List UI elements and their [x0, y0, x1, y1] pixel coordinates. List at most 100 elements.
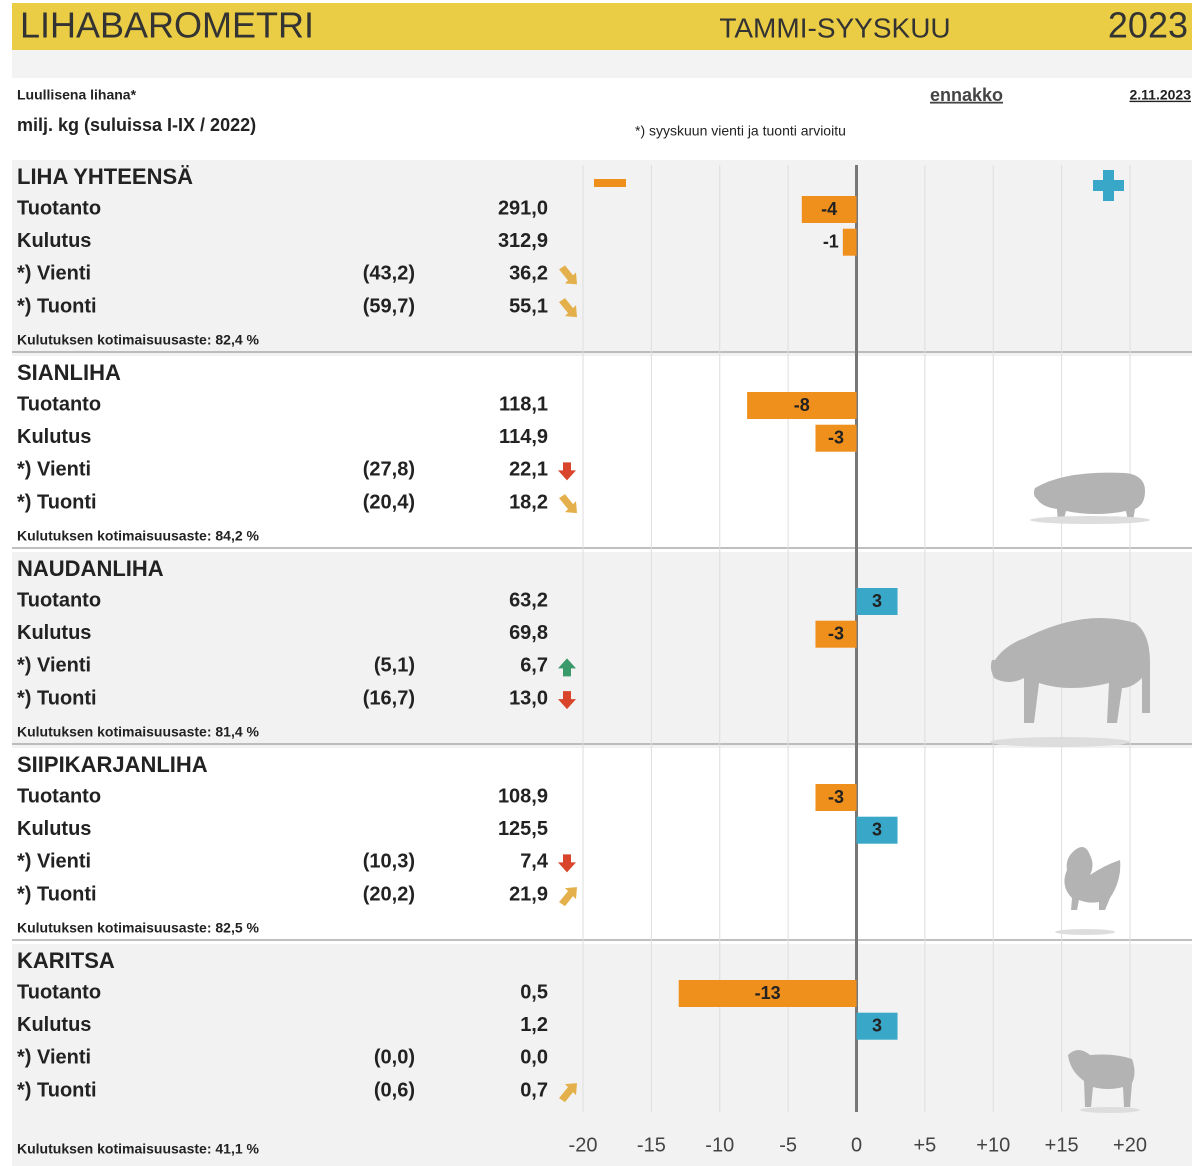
footnote: Kulutuksen kotimaisuusaste: 84,2 %	[17, 528, 260, 544]
header-band	[12, 3, 1192, 50]
unit: milj. kg (suluissa I-IX / 2022)	[17, 115, 256, 135]
trend-arrow	[559, 265, 577, 285]
previous-value: (10,3)	[363, 851, 415, 873]
shadow	[1055, 929, 1115, 935]
value: 13,0	[509, 687, 548, 709]
value: 21,9	[509, 883, 548, 905]
section-title: NAUDANLIHA	[17, 556, 164, 581]
section-title: KARITSA	[17, 948, 115, 973]
trend-arrow	[558, 462, 576, 481]
row-label: *) Tuonti	[17, 1079, 97, 1101]
row-label: Kulutus	[17, 230, 91, 252]
change-label: 3	[872, 1015, 882, 1035]
change-bar	[801, 196, 857, 223]
x-tick-label: +10	[976, 1134, 1010, 1156]
value: 1,2	[520, 1014, 548, 1036]
pig	[1033, 472, 1145, 523]
x-tick-label: +20	[1113, 1134, 1147, 1156]
value: 36,2	[509, 263, 548, 285]
section-title: LIHA YHTEENSÄ	[17, 164, 193, 189]
change-label: -13	[755, 983, 781, 1003]
footnote: Kulutuksen kotimaisuusaste: 82,5 %	[17, 920, 260, 936]
chicken	[1064, 846, 1121, 910]
section-band	[12, 552, 1192, 748]
value: 22,1	[509, 459, 548, 481]
footnote: Kulutuksen kotimaisuusaste: 81,4 %	[17, 724, 260, 740]
value: 55,1	[509, 295, 548, 317]
row-label: Kulutus	[17, 622, 91, 644]
change-bar	[815, 424, 857, 452]
previous-value: (16,7)	[363, 687, 415, 709]
previous-value: (20,4)	[363, 491, 415, 513]
row-label: *) Vienti	[17, 263, 91, 285]
trend-arrow	[559, 887, 577, 907]
change-label: -1	[823, 231, 839, 251]
shadow	[1080, 1107, 1140, 1113]
row-label: *) Vienti	[17, 1047, 91, 1069]
row-label: *) Tuonti	[17, 687, 97, 709]
year: 2023	[1108, 5, 1188, 46]
change-label: -3	[828, 623, 844, 643]
period: TAMMI-SYYSKUU	[719, 12, 950, 43]
change-bar	[747, 392, 857, 419]
value: 0,5	[520, 981, 548, 1003]
section-band	[12, 356, 1192, 552]
value: 7,4	[520, 851, 549, 873]
value: 0,7	[520, 1079, 548, 1101]
cow	[990, 618, 1150, 723]
change-label: -8	[794, 395, 810, 415]
value: 125,5	[498, 818, 548, 840]
trend-arrow	[559, 1083, 577, 1103]
change-bar	[815, 620, 857, 648]
note: *) syyskuun vienti ja tuonti arvioitu	[635, 123, 846, 139]
shadow	[990, 737, 1130, 747]
trend-arrow	[559, 494, 577, 514]
trend-arrow	[559, 298, 577, 318]
trend-arrow	[558, 658, 576, 677]
row-label: Kulutus	[17, 426, 91, 448]
value: 69,8	[509, 622, 548, 644]
change-label: -3	[828, 427, 844, 447]
minus-icon	[594, 179, 626, 187]
change-bar	[856, 1012, 898, 1040]
x-tick-label: -15	[637, 1134, 666, 1156]
row-label: *) Vienti	[17, 459, 91, 481]
change-bar	[815, 784, 857, 811]
previous-value: (5,1)	[374, 655, 415, 677]
section-band	[12, 160, 1192, 356]
value: 118,1	[499, 393, 548, 415]
value: 6,7	[520, 655, 548, 677]
row-label: *) Tuonti	[17, 883, 97, 905]
trend-arrow	[558, 854, 576, 873]
previous-value: (0,6)	[374, 1079, 415, 1101]
animal-icons	[990, 472, 1150, 1113]
row-label: *) Vienti	[17, 655, 91, 677]
section-title: SIANLIHA	[17, 360, 121, 385]
trend-arrow	[558, 691, 576, 710]
change-bar	[842, 228, 857, 256]
value: 0,0	[520, 1047, 548, 1069]
x-tick-label: -5	[779, 1134, 797, 1156]
lamb	[1068, 1050, 1135, 1107]
header-subband	[12, 50, 1192, 78]
change-bar	[678, 980, 857, 1007]
row-label: Tuotanto	[17, 589, 101, 611]
value: 291,0	[498, 197, 548, 219]
value: 312,9	[498, 230, 548, 252]
x-tick-label: +5	[913, 1134, 936, 1156]
row-label: *) Tuonti	[17, 491, 97, 513]
previous-value: (20,2)	[363, 883, 415, 905]
footnote: Kulutuksen kotimaisuusaste: 41,1 %	[17, 1141, 260, 1157]
value: 18,2	[509, 491, 548, 513]
change-label: -3	[828, 787, 844, 807]
previous-value: (43,2)	[363, 263, 415, 285]
change-label: -4	[821, 199, 837, 219]
row-label: Tuotanto	[17, 197, 101, 219]
title: LIHABAROMETRI	[20, 5, 314, 46]
shadow	[1030, 516, 1150, 524]
date: 2.11.2023	[1129, 87, 1191, 103]
row-label: Tuotanto	[17, 981, 101, 1003]
change-label: 3	[872, 819, 882, 839]
row-label: Tuotanto	[17, 393, 101, 415]
section-band	[12, 944, 1192, 1166]
